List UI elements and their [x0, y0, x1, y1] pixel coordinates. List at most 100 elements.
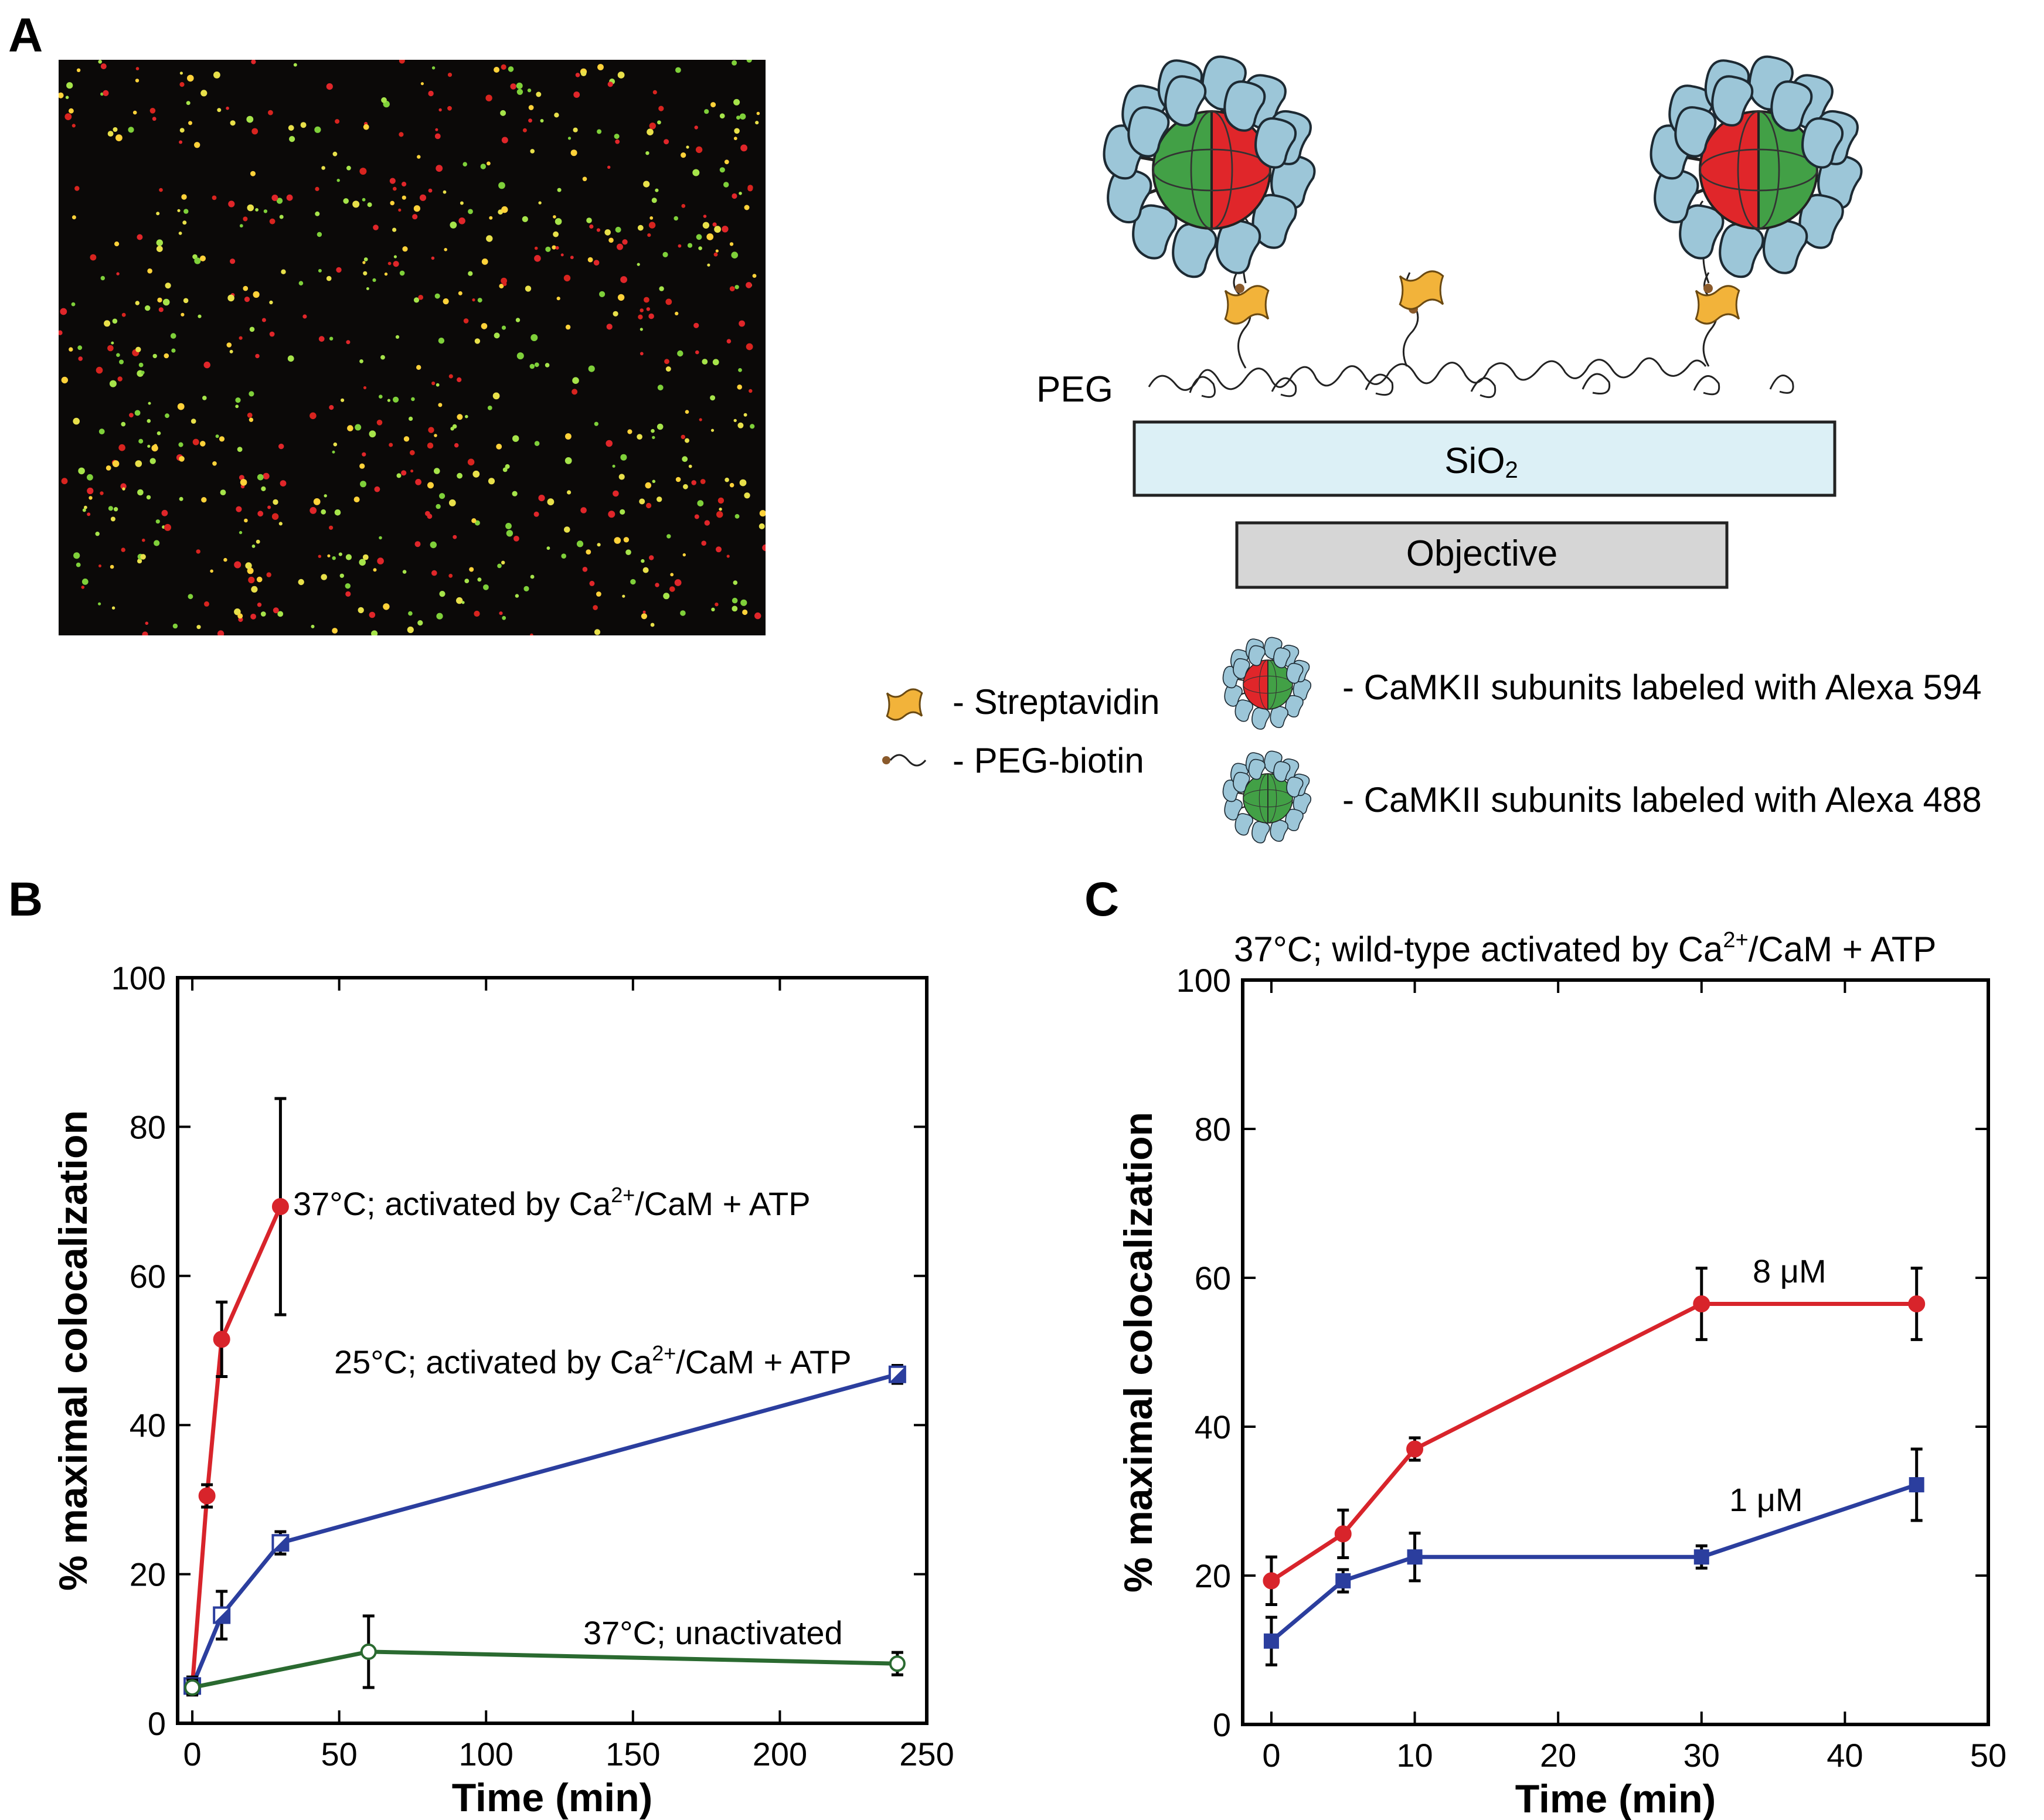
fluorescent-spot: [487, 161, 491, 166]
fluorescent-spot: [732, 597, 738, 604]
fluorescent-spot: [263, 472, 270, 479]
fluorescent-spot: [399, 60, 405, 64]
series-line: [1270, 1301, 1917, 1583]
fluorescent-spot: [293, 63, 297, 67]
fluorescent-spot: [606, 324, 613, 330]
fluorescent-spot: [363, 124, 369, 130]
fluorescent-spot: [247, 204, 254, 212]
fluorescent-spot: [648, 313, 654, 319]
fluorescent-spot: [332, 450, 335, 454]
fluorescent-spot: [398, 208, 402, 212]
fluorescent-spot: [625, 549, 631, 555]
fluorescent-spot: [149, 458, 156, 464]
fluorescent-spot: [752, 274, 757, 278]
fluorescent-spot: [540, 119, 544, 123]
fluorescent-spot: [147, 268, 152, 274]
fluorescent-spot: [179, 496, 183, 501]
fluorescent-spot: [346, 165, 351, 171]
fluorescent-spot: [546, 546, 550, 550]
y-tick-label: 80: [130, 1108, 166, 1145]
chart-c-title: 37°C; wild-type activated by Ca2+/CaM + …: [1234, 928, 1936, 969]
fluorescent-spot: [203, 361, 210, 369]
fluorescent-spot: [650, 622, 655, 627]
fluorescent-spot: [694, 514, 699, 519]
fluorescent-spot: [212, 461, 217, 466]
fluorescent-spot: [448, 499, 456, 506]
fluorescent-spot: [98, 60, 102, 64]
series-label: 8 μM: [1753, 1253, 1827, 1290]
fluorescent-spot: [73, 417, 80, 425]
fluorescent-spot: [261, 486, 266, 492]
fluorescent-spot: [657, 423, 664, 430]
fluorescent-spot: [682, 553, 686, 557]
legend-alexa488: - CaMKII subunits labeled with Alexa 488: [1342, 780, 1982, 819]
fluorescent-spot: [119, 359, 124, 365]
fluorescent-spot: [250, 614, 256, 620]
fluorescent-spot: [739, 113, 746, 120]
fluorescent-spot: [742, 609, 748, 615]
fluorescent-spot: [573, 127, 578, 132]
fluorescent-spot: [87, 474, 93, 481]
fluorescent-spot: [326, 275, 332, 281]
data-point: [213, 1331, 230, 1348]
fluorescent-spot: [329, 525, 334, 530]
fluorescent-spot: [502, 467, 508, 472]
micrograph-background: [59, 60, 766, 635]
fluorescent-spot: [358, 607, 364, 614]
fluorescent-spot: [181, 194, 187, 200]
fluorescent-spot: [447, 73, 453, 77]
fluorescent-spot: [687, 243, 693, 248]
fluorescent-spot: [733, 98, 740, 106]
fluorescent-spot: [431, 256, 435, 260]
fluorescent-spot: [458, 217, 465, 224]
fluorescent-spot: [137, 559, 142, 564]
y-tick-label: 20: [1195, 1557, 1231, 1594]
fluorescent-spot: [463, 318, 469, 324]
fluorescent-spot: [245, 562, 252, 569]
x-tick-label: 150: [606, 1736, 660, 1773]
fluorescent-spot: [371, 630, 378, 635]
data-point: [1909, 1477, 1924, 1493]
fluorescent-spot: [179, 128, 185, 133]
fluorescent-spot: [138, 438, 144, 444]
fluorescent-spot: [65, 96, 69, 99]
fluorescent-spot: [545, 246, 551, 252]
fluorescent-spot: [82, 508, 86, 512]
fluorescent-spot: [61, 376, 69, 384]
fluorescent-spot: [572, 389, 578, 395]
biotin-beads: [1235, 284, 1713, 314]
fluorescent-spot: [200, 255, 206, 261]
fluorescent-spot: [428, 427, 434, 433]
fluorescent-spot: [557, 188, 562, 192]
fluorescent-spot: [594, 421, 598, 426]
data-point: [360, 1643, 377, 1660]
camkii-holoenzyme-left: [1103, 55, 1316, 278]
fluorescent-spot: [128, 127, 134, 133]
fluorescent-spot: [732, 60, 737, 66]
fluorescent-spot: [447, 106, 452, 111]
fluorescent-spot: [110, 564, 114, 569]
fluorescent-spot: [655, 188, 659, 192]
fluorescent-spot: [380, 355, 385, 360]
fluorescent-spot: [251, 128, 259, 135]
fluorescent-spot: [506, 530, 513, 537]
fluorescent-spot: [393, 261, 399, 267]
fluorescent-spot: [152, 353, 157, 359]
fluorescent-spot: [431, 66, 436, 70]
fluorescent-spot: [576, 540, 584, 547]
fluorescent-spot: [436, 383, 440, 387]
fluorescent-spot: [431, 570, 437, 576]
fluorescent-spot: [494, 67, 500, 73]
fluorescent-spot: [298, 281, 304, 286]
data-point: [1335, 1573, 1351, 1588]
fluorescent-spot: [161, 509, 168, 516]
data-point: [1908, 1295, 1926, 1312]
fluorescent-spot: [266, 572, 271, 577]
fluorescent-spot: [164, 353, 169, 359]
fluorescent-spot: [122, 487, 125, 491]
fluorescent-spot: [438, 403, 443, 407]
data-point: [889, 1655, 906, 1672]
fluorescent-spot: [239, 530, 243, 535]
fluorescent-spot: [677, 350, 683, 357]
